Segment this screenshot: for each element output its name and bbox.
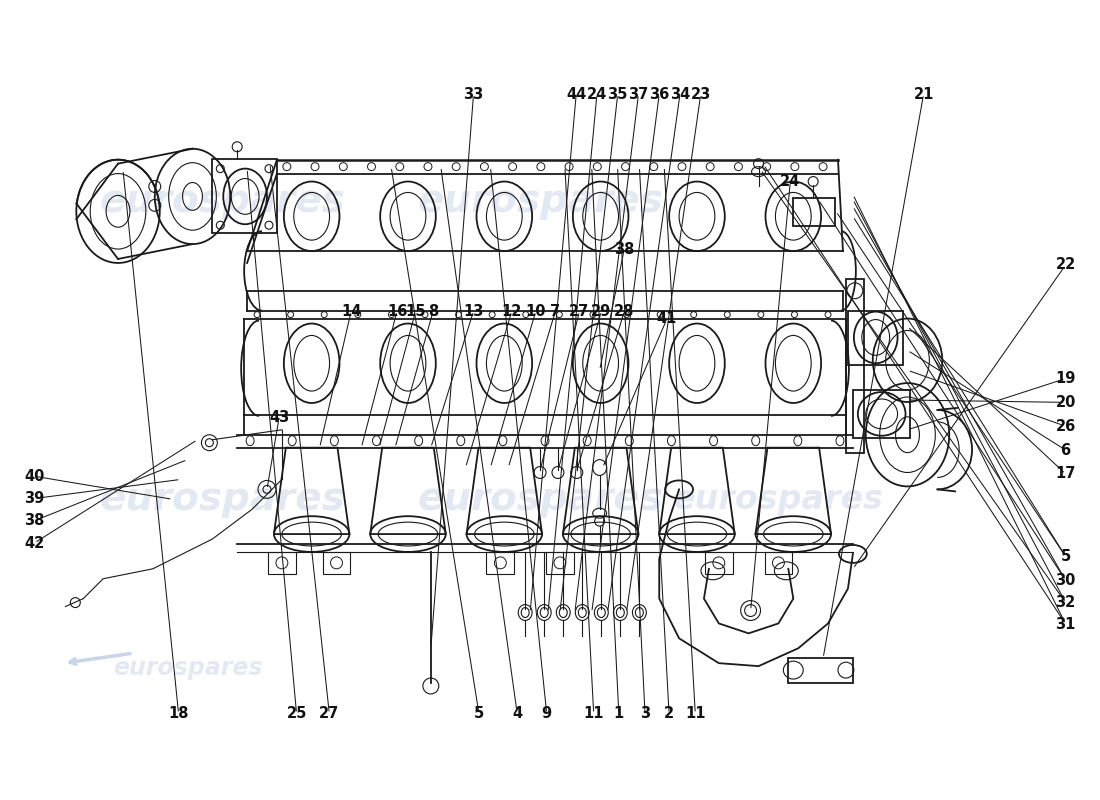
Bar: [793, 198, 835, 226]
Text: 11: 11: [685, 706, 705, 722]
Text: 6: 6: [1060, 442, 1070, 458]
Bar: [789, 658, 852, 683]
Text: eurospares: eurospares: [99, 182, 345, 220]
Text: 29: 29: [591, 303, 612, 318]
Bar: [852, 390, 911, 438]
Text: 15: 15: [406, 303, 426, 318]
Text: 21: 21: [913, 86, 934, 102]
Text: 9: 9: [541, 706, 552, 722]
Text: 20: 20: [1055, 395, 1076, 410]
Text: 22: 22: [1056, 258, 1076, 273]
Text: 19: 19: [1055, 371, 1076, 386]
Text: 27: 27: [319, 706, 340, 722]
Bar: [764, 552, 792, 574]
Bar: [705, 552, 733, 574]
Text: 23: 23: [691, 86, 711, 102]
Bar: [848, 310, 902, 366]
Text: 10: 10: [526, 303, 546, 318]
Text: 44: 44: [566, 86, 586, 102]
Bar: [322, 552, 351, 574]
Text: 27: 27: [570, 303, 590, 318]
Text: 40: 40: [24, 469, 45, 484]
Text: 35: 35: [607, 86, 628, 102]
Bar: [546, 552, 574, 574]
Text: 4: 4: [513, 706, 522, 722]
Text: 30: 30: [1055, 573, 1076, 588]
Bar: [486, 552, 515, 574]
Text: 14: 14: [341, 303, 362, 318]
Text: 36: 36: [649, 86, 670, 102]
Text: 38: 38: [614, 242, 635, 257]
Text: 42: 42: [24, 535, 44, 550]
Bar: [212, 158, 277, 233]
Text: 34: 34: [670, 86, 690, 102]
Text: 39: 39: [24, 491, 44, 506]
Text: 3: 3: [640, 706, 650, 722]
Text: 41: 41: [657, 311, 678, 326]
Text: 25: 25: [286, 706, 307, 722]
Text: 8: 8: [428, 303, 438, 318]
Text: 26: 26: [1056, 418, 1076, 434]
Text: 16: 16: [387, 303, 407, 318]
Text: 5: 5: [474, 706, 484, 722]
Text: 43: 43: [270, 410, 289, 425]
Text: 24: 24: [586, 86, 607, 102]
Text: eurospares: eurospares: [417, 480, 663, 518]
Text: eurospares: eurospares: [417, 182, 663, 220]
Text: 33: 33: [463, 86, 484, 102]
Bar: [268, 552, 296, 574]
Text: 13: 13: [463, 303, 484, 318]
Bar: [846, 279, 864, 453]
Text: 11: 11: [583, 706, 604, 722]
Text: 37: 37: [628, 86, 649, 102]
Text: eurospares: eurospares: [99, 480, 345, 518]
Text: 28: 28: [614, 303, 635, 318]
Text: 1: 1: [614, 706, 624, 722]
Text: eurospares: eurospares: [113, 656, 263, 680]
Text: 12: 12: [502, 303, 522, 318]
Text: 17: 17: [1055, 466, 1076, 482]
Text: 32: 32: [1056, 595, 1076, 610]
Text: eurospares: eurospares: [673, 483, 884, 516]
Text: 24: 24: [780, 174, 801, 189]
Text: 31: 31: [1055, 617, 1076, 631]
Text: 38: 38: [24, 514, 45, 528]
Text: 2: 2: [664, 706, 674, 722]
Text: 7: 7: [550, 303, 561, 318]
Text: 5: 5: [1060, 549, 1070, 564]
Text: 18: 18: [168, 706, 189, 722]
